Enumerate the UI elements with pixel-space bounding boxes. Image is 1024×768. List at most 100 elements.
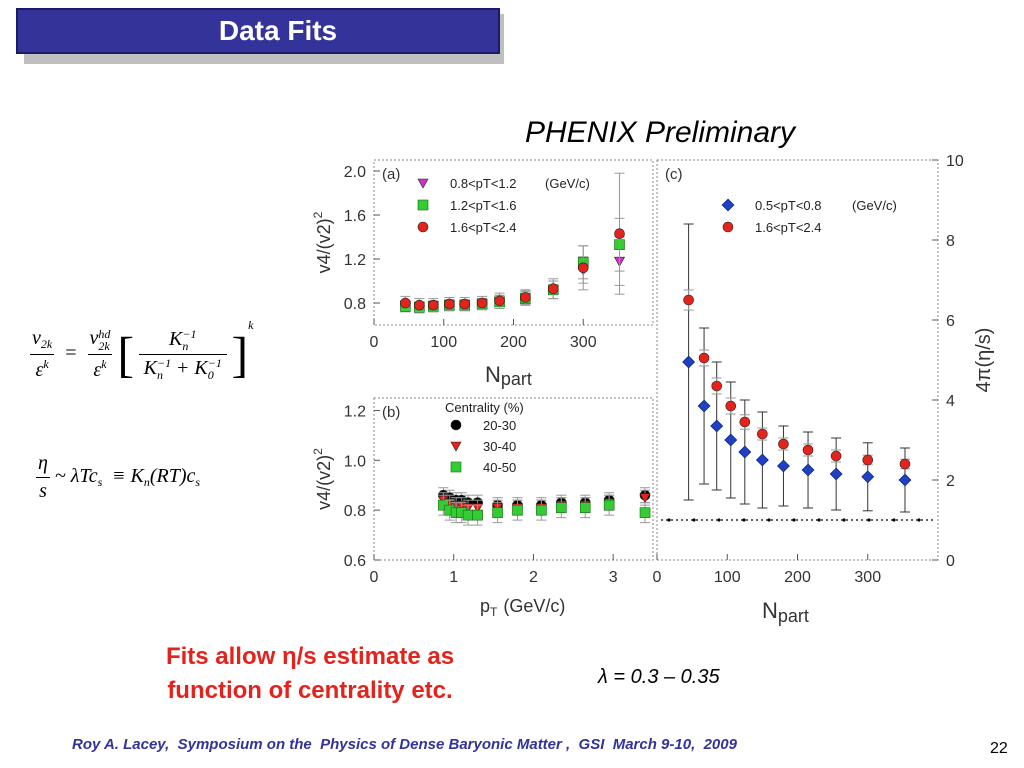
data-point xyxy=(710,419,724,433)
data-point xyxy=(512,499,523,511)
series-a-1 xyxy=(400,217,625,314)
xtick-label: 100 xyxy=(714,569,741,586)
eq1-rhs: v hd 2k εk xyxy=(87,326,113,381)
data-point xyxy=(438,489,449,501)
ytick-label: 4 xyxy=(946,393,955,410)
x-axis-label: pT (GeV/c) xyxy=(480,596,565,619)
ytick-label: 2 xyxy=(946,473,955,490)
data-point xyxy=(555,500,567,511)
data-point xyxy=(472,497,483,508)
eq2-c-sub: s xyxy=(195,475,201,490)
eq1-lhs-sub: 2k xyxy=(40,336,53,351)
data-point xyxy=(577,256,589,268)
data-point xyxy=(801,463,815,477)
eq2-eta-over-s: η s xyxy=(36,452,50,503)
slide-title: Data Fits xyxy=(218,15,338,46)
legend-unit: (GeV/c) xyxy=(852,198,897,213)
y-axis-label: v4/(v2)2 xyxy=(311,448,334,510)
y-axis-label: 4π(η/s) xyxy=(973,328,995,393)
legend-marker xyxy=(417,221,429,233)
eq1-k0-sub: 0 xyxy=(207,368,214,383)
legend-title: Centrality (%) xyxy=(445,400,524,415)
series-b-2 xyxy=(438,494,651,526)
data-point xyxy=(459,300,471,311)
data-point xyxy=(494,295,505,307)
data-point xyxy=(462,509,474,521)
eq1-k0-sup: −1 xyxy=(207,356,222,371)
data-point xyxy=(697,399,711,413)
panel-b: (b) 0 1 2 3 0.6 0.8 1.0 1.2 pT (GeV/c) v4/(v2)2 Cent… xyxy=(311,397,654,619)
data-point xyxy=(427,301,439,312)
eq1-kn-sub: n xyxy=(157,368,164,383)
eq2-k: K xyxy=(130,465,144,488)
data-point xyxy=(459,299,470,311)
eq1-rhs-hd: hd xyxy=(98,326,111,341)
equation-1: v2k εk = v hd 2k εk [ K −1 n K −1 n + K −1 0 ]k xyxy=(30,318,253,382)
eq1-equals: = xyxy=(65,342,77,364)
data-point xyxy=(456,494,467,506)
data-point xyxy=(494,296,506,307)
series-a-2 xyxy=(400,172,625,313)
data-point xyxy=(520,293,531,304)
legend-marker xyxy=(450,461,462,473)
baseline-dot xyxy=(767,518,771,522)
legend-label: 40-50 xyxy=(483,460,516,475)
data-point xyxy=(757,428,768,440)
panel-a-label: (a) xyxy=(382,166,400,183)
xtick-label: 0 xyxy=(370,569,379,586)
data-point xyxy=(556,497,567,508)
page-number: 22 xyxy=(990,740,1008,757)
data-point xyxy=(536,504,547,516)
data-point xyxy=(725,400,737,412)
xtick-label: 200 xyxy=(784,569,811,586)
data-point xyxy=(802,444,814,456)
eq1-rhs-eps: ε xyxy=(93,358,102,381)
equation-2: η s ~ λTcs ≡ Kn(RT)cs xyxy=(36,452,200,503)
baseline-dot xyxy=(717,518,721,522)
xtick-label: 3 xyxy=(609,569,618,586)
fits-line-1: Fits allow η/s estimate as xyxy=(165,643,455,670)
eq1-left-bracket: [ xyxy=(117,326,135,383)
data-point xyxy=(577,262,589,274)
data-point xyxy=(739,416,751,428)
legend-label: 20-30 xyxy=(483,418,516,433)
baseline-dot xyxy=(742,518,746,522)
data-point xyxy=(450,507,462,518)
xtick-label: 300 xyxy=(570,334,597,351)
eq1-kn: K xyxy=(143,356,158,379)
eq2-rhs-sub: s xyxy=(97,475,103,490)
data-point xyxy=(462,497,474,508)
eq2-equiv: ≡ xyxy=(113,465,125,488)
eq2-rhs: ~ λTc xyxy=(54,465,98,488)
ytick-label: 10 xyxy=(946,153,964,170)
data-point xyxy=(476,299,488,310)
data-point xyxy=(639,507,651,518)
ytick-label: 0.8 xyxy=(344,503,366,520)
data-point xyxy=(614,256,626,267)
data-point xyxy=(427,299,439,311)
data-point xyxy=(492,507,503,518)
legend-label: 30-40 xyxy=(483,439,516,454)
chart-subtitle: PHENIX Preliminary xyxy=(524,116,796,149)
data-point xyxy=(711,380,723,392)
data-point xyxy=(427,300,439,312)
baseline-dot xyxy=(667,518,671,522)
baseline-dot xyxy=(792,518,796,522)
data-point xyxy=(899,458,911,470)
xtick-label: 0 xyxy=(653,569,662,586)
legend-label: 1.2<pT<1.6 xyxy=(450,198,517,213)
eq2-k-sub: n xyxy=(143,475,150,490)
eq1-k0: K xyxy=(194,356,208,379)
series-c-1 xyxy=(683,289,911,470)
xtick-label: 0 xyxy=(370,334,379,351)
ytick-label: 1.2 xyxy=(344,252,366,269)
data-point xyxy=(459,298,470,310)
panel-a: (a) 0 100 200 300 0.8 1.2 1.6 2.0 Npart v4/(v2)2 0.… xyxy=(311,159,654,389)
legend-marker xyxy=(721,198,735,212)
data-point xyxy=(738,445,752,459)
panel-b-label: (b) xyxy=(382,404,400,421)
data-point xyxy=(829,467,843,481)
data-point xyxy=(547,283,559,295)
data-point xyxy=(512,504,523,516)
eq2-eta: η xyxy=(36,452,50,478)
